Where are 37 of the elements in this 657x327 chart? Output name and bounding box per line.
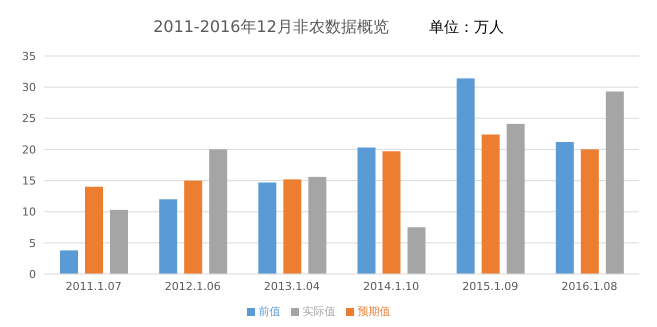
y-tick-label: 5 (29, 236, 36, 250)
bar (258, 182, 276, 274)
legend-label: 前值 (258, 305, 280, 318)
bar (60, 250, 78, 274)
bar (408, 227, 426, 274)
y-tick-label: 35 (22, 50, 36, 63)
x-tick-label: 2013.1.04 (264, 280, 320, 293)
x-tick-label: 2016.1.08 (561, 280, 618, 293)
x-tick-label: 2011.1.07 (66, 280, 122, 293)
bar (209, 149, 228, 274)
x-tick-label: 2014.1.10 (363, 280, 420, 293)
y-tick-label: 25 (22, 112, 36, 126)
chart-subtitle: 单位：万人 (428, 18, 504, 36)
legend-label: 预期值 (358, 305, 390, 318)
y-tick-label: 30 (22, 81, 36, 94)
x-tick-label: 2015.1.09 (462, 280, 518, 293)
bar (358, 148, 376, 274)
bar (184, 180, 202, 274)
x-tick-label: 2012.1.06 (164, 280, 221, 293)
y-tick-label: 10 (22, 206, 36, 219)
bar (482, 134, 500, 274)
y-tick-label: 0 (29, 268, 36, 281)
y-tick-label: 15 (22, 174, 36, 188)
bar (159, 199, 178, 274)
bar (110, 210, 128, 274)
bar (85, 186, 103, 274)
bar (506, 124, 525, 274)
chart-title: 2011-2016年12月非农数据概览 (153, 16, 389, 38)
bar (556, 142, 574, 274)
bar (606, 92, 624, 274)
bar (456, 78, 475, 274)
y-tick-label: 20 (22, 143, 36, 156)
bar (382, 151, 400, 274)
bar (580, 149, 599, 274)
bar (283, 179, 302, 274)
bar (308, 176, 326, 274)
legend-label: 实际值 (302, 305, 336, 318)
